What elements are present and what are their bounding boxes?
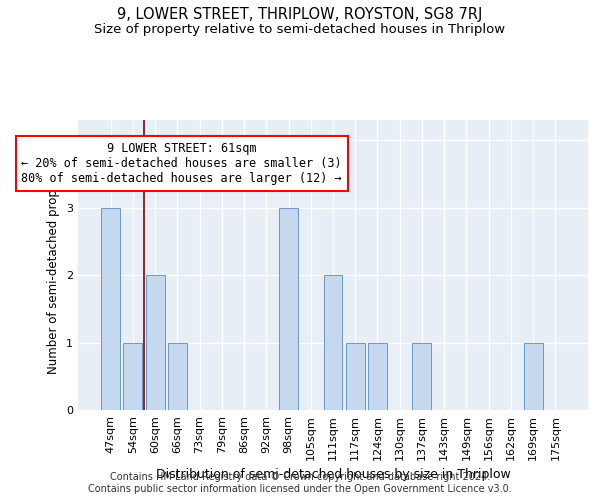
Text: Size of property relative to semi-detached houses in Thriplow: Size of property relative to semi-detach…	[94, 22, 506, 36]
Bar	[168, 342, 187, 410]
Text: 9, LOWER STREET, THRIPLOW, ROYSTON, SG8 7RJ: 9, LOWER STREET, THRIPLOW, ROYSTON, SG8 …	[118, 8, 482, 22]
Bar	[346, 342, 365, 410]
Bar	[146, 275, 164, 410]
X-axis label: Distribution of semi-detached houses by size in Thriplow: Distribution of semi-detached houses by …	[155, 468, 511, 481]
Text: 9 LOWER STREET: 61sqm
← 20% of semi-detached houses are smaller (3)
80% of semi-: 9 LOWER STREET: 61sqm ← 20% of semi-deta…	[22, 142, 342, 186]
Bar	[412, 342, 431, 410]
Text: Contains HM Land Registry data © Crown copyright and database right 2024.: Contains HM Land Registry data © Crown c…	[110, 472, 490, 482]
Bar	[124, 342, 142, 410]
Bar	[101, 208, 120, 410]
Y-axis label: Number of semi-detached properties: Number of semi-detached properties	[47, 156, 61, 374]
Bar	[323, 275, 343, 410]
Text: Contains public sector information licensed under the Open Government Licence v3: Contains public sector information licen…	[88, 484, 512, 494]
Bar	[279, 208, 298, 410]
Bar	[524, 342, 542, 410]
Bar	[368, 342, 387, 410]
